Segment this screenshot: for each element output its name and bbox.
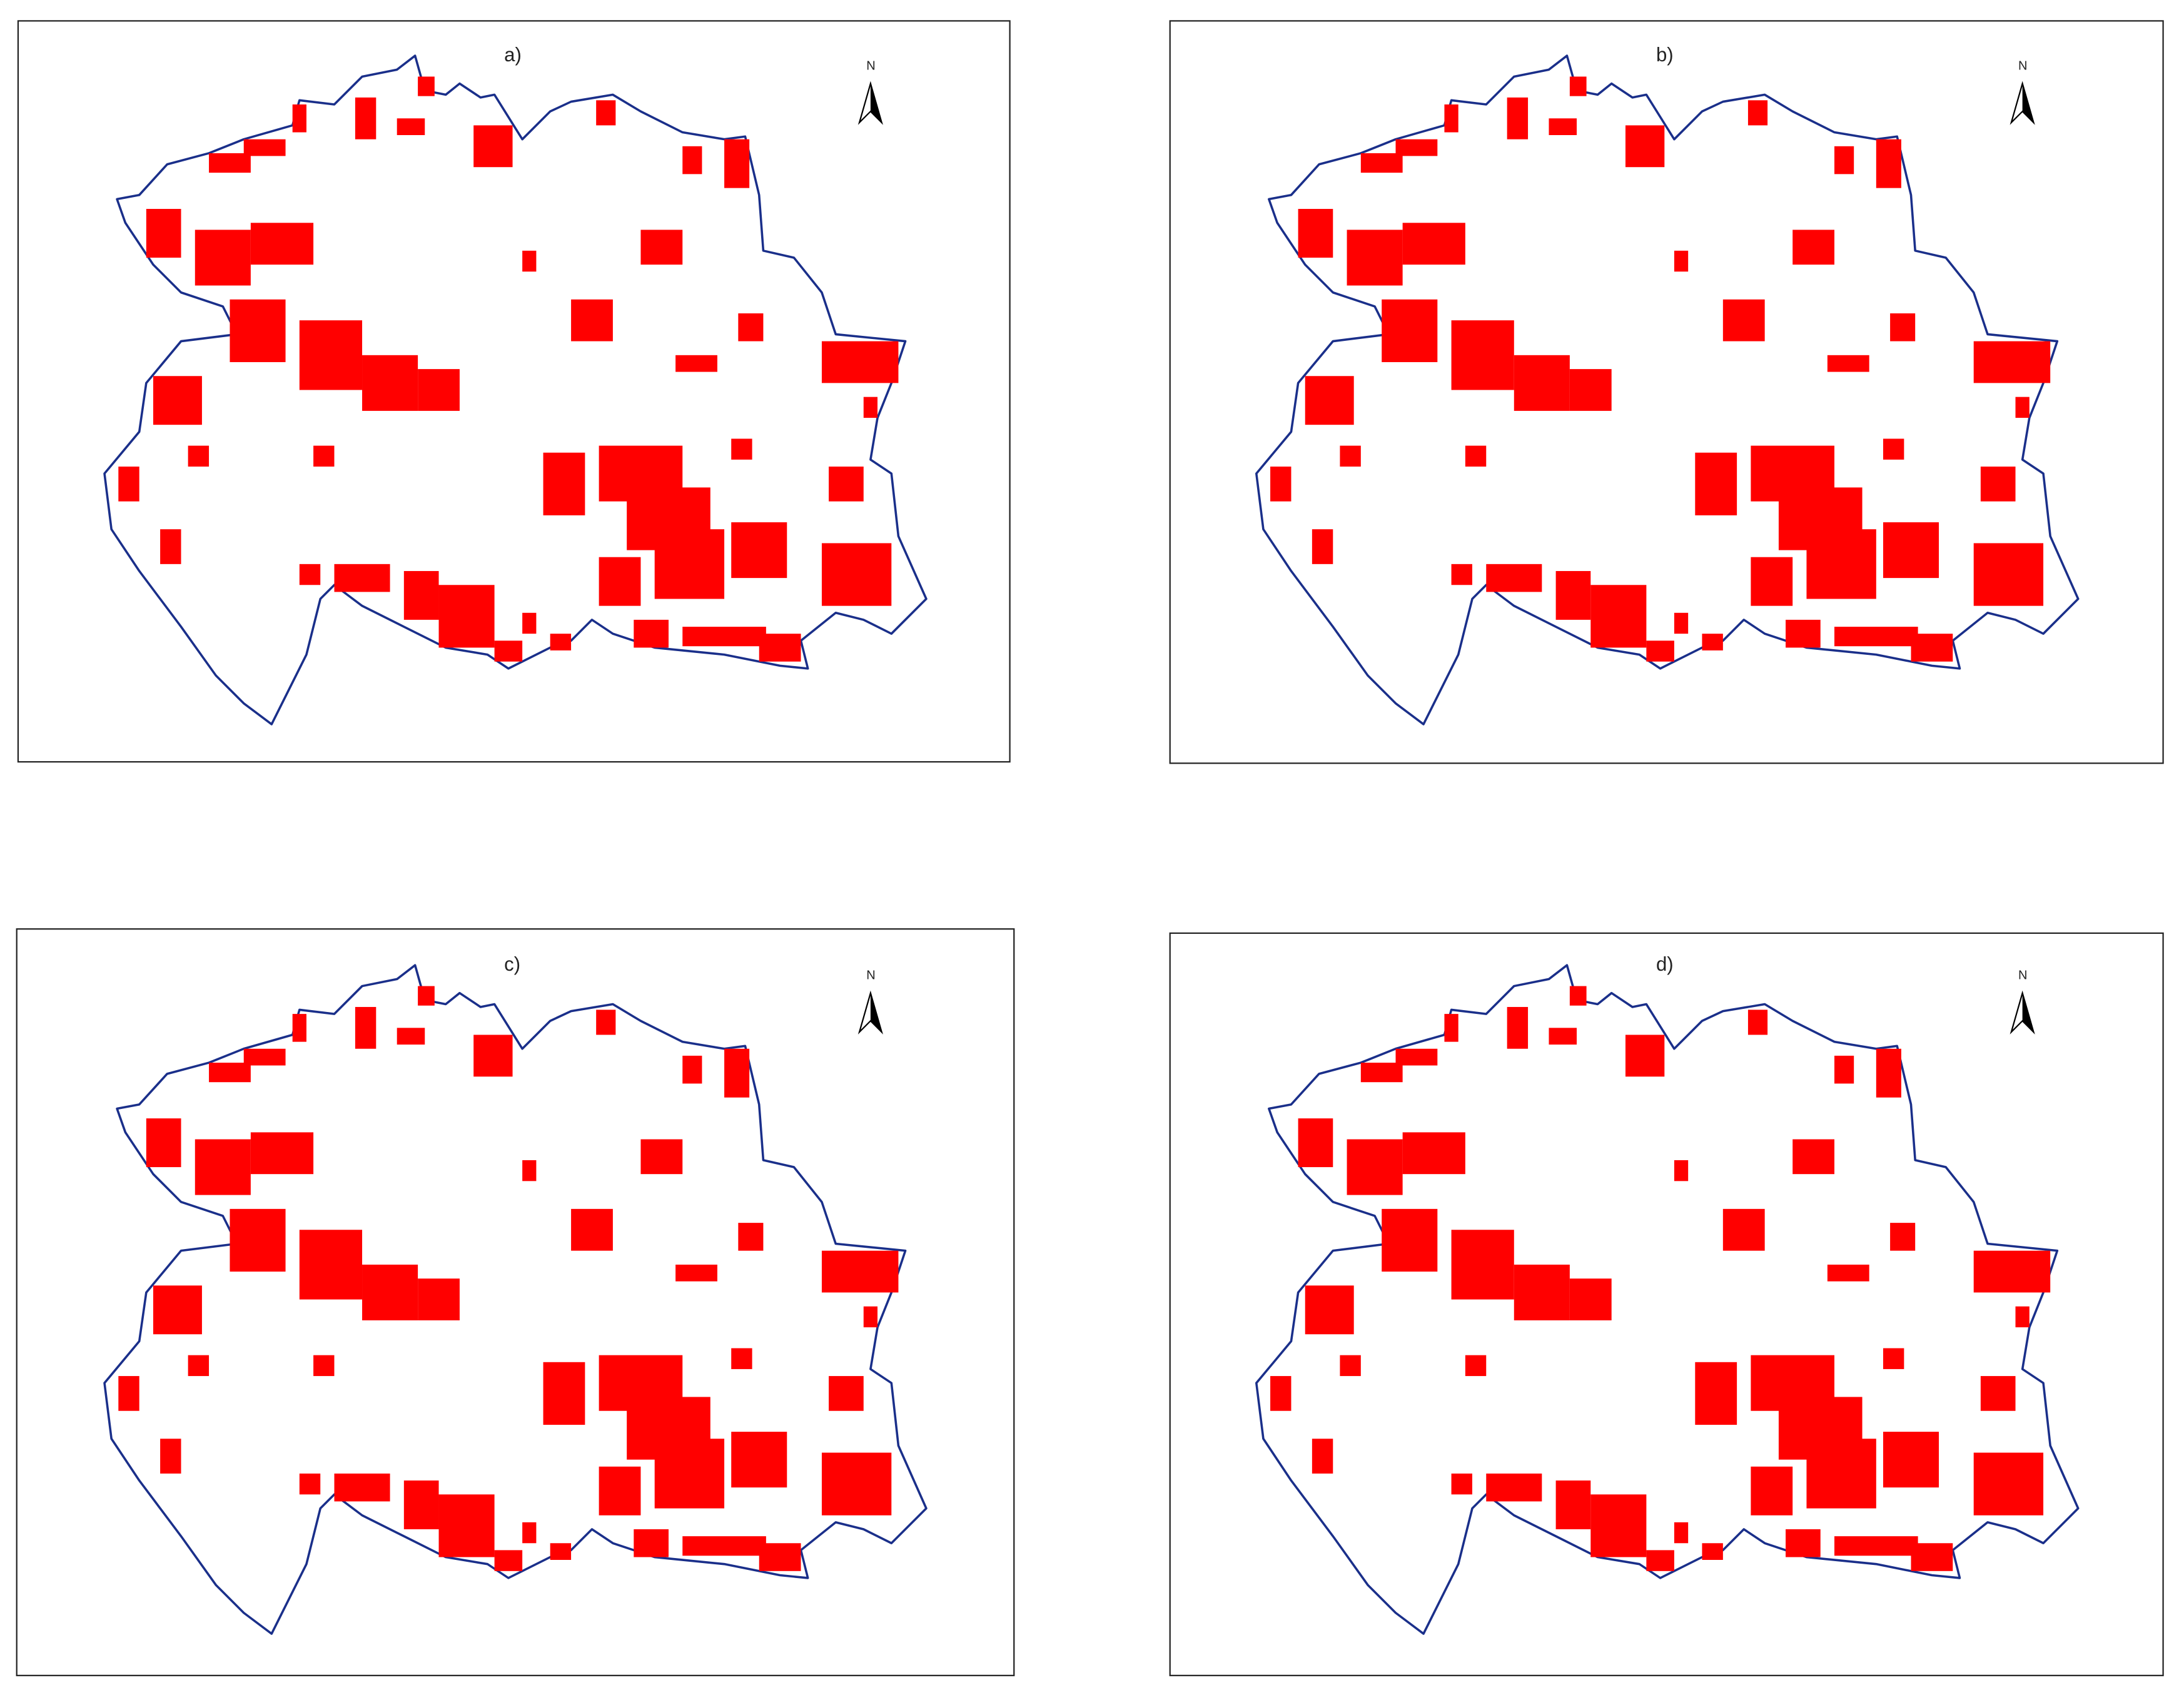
panel-label: d) (1656, 953, 1674, 975)
panel-label: c) (504, 953, 520, 975)
map-panel: d) N (1169, 932, 2164, 1676)
north-label: N (866, 968, 875, 982)
panel-frame (1169, 932, 2164, 1676)
north-arrow-fill (2022, 993, 2034, 1033)
north-label: N (866, 59, 875, 73)
map-panel: b) N (1169, 20, 2164, 764)
north-label: N (2018, 968, 2027, 982)
north-label: N (2018, 59, 2027, 73)
panel-label: b) (1656, 44, 1674, 66)
map-panel: c) N (16, 928, 1015, 1676)
panel-label: a) (504, 44, 522, 66)
map-panel: a) N (17, 20, 1011, 763)
north-arrow-fill (870, 993, 882, 1033)
panel-frame (1169, 20, 2164, 764)
panel-frame (16, 928, 1015, 1676)
panel-frame (17, 20, 1011, 763)
